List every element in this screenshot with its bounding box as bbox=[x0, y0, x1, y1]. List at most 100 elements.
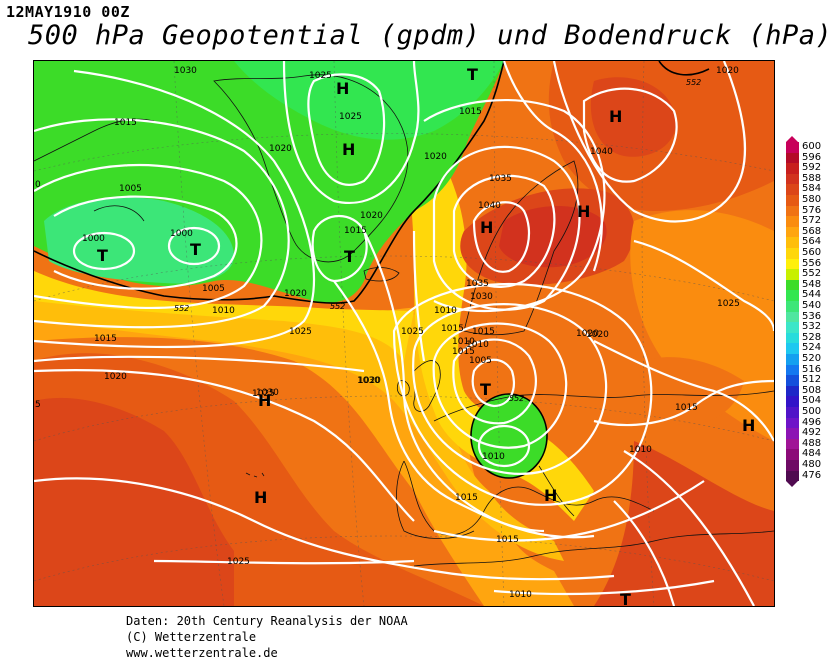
high-marker: H bbox=[254, 488, 267, 507]
isobar-label: 1010 bbox=[452, 337, 475, 347]
low-marker: T bbox=[190, 240, 201, 259]
legend-label: 556 bbox=[802, 257, 822, 269]
isobar-label: 1010 bbox=[434, 306, 457, 316]
isobar-label: 1030 bbox=[357, 376, 380, 386]
legend-swatch bbox=[786, 311, 799, 323]
isobar-label: 1020 bbox=[269, 144, 292, 154]
legend-label: 564 bbox=[802, 236, 822, 248]
legend-swatch bbox=[786, 470, 799, 482]
gpdm-label: 552 bbox=[686, 78, 701, 87]
legend-label: 520 bbox=[802, 353, 822, 364]
legend-swatch bbox=[786, 152, 799, 164]
high-marker: H bbox=[258, 391, 271, 410]
legend-label: 600 bbox=[802, 141, 822, 152]
legend-swatch bbox=[786, 195, 799, 206]
edge-labels: 0 5 bbox=[35, 180, 41, 410]
credits-data-source: Daten: 20th Century Reanalysis der NOAA bbox=[126, 614, 408, 628]
legend-swatch bbox=[786, 407, 799, 418]
legend-row: 520 bbox=[786, 353, 826, 365]
legend-label: 480 bbox=[802, 459, 822, 470]
isobar-label: 1005 bbox=[469, 356, 492, 366]
isobar-label: 1005 bbox=[202, 284, 225, 294]
legend-row: 600 bbox=[786, 141, 826, 153]
legend-label: 540 bbox=[802, 300, 822, 311]
legend-label: 532 bbox=[802, 321, 822, 333]
legend-row: 488 bbox=[786, 437, 826, 450]
legend-row: 592 bbox=[786, 162, 826, 174]
legend-row: 588 bbox=[786, 173, 826, 185]
legend-row: 492 bbox=[786, 427, 826, 439]
legend-swatch bbox=[786, 258, 799, 270]
legend-label: 500 bbox=[802, 406, 822, 417]
isobar-label: 1020 bbox=[360, 211, 383, 221]
isobar-label: 1000 bbox=[170, 229, 193, 239]
legend-swatch bbox=[786, 142, 799, 153]
legend-label: 544 bbox=[802, 289, 822, 301]
legend-swatch bbox=[786, 322, 799, 333]
low-marker: T bbox=[480, 380, 491, 399]
isobar-label: 1020 bbox=[358, 376, 381, 386]
legend-swatch bbox=[786, 449, 799, 460]
legend-label: 488 bbox=[802, 437, 822, 449]
isobar-label: 1030 bbox=[256, 388, 279, 398]
isobar-label: 1020 bbox=[104, 372, 127, 382]
isobar-label: 1020 bbox=[284, 289, 307, 299]
isobar-label: 1035 bbox=[466, 279, 489, 289]
isobar-label: 1010 bbox=[509, 590, 532, 600]
legend-swatch bbox=[786, 216, 799, 227]
legend-row: 556 bbox=[786, 257, 826, 270]
legend-swatch bbox=[786, 184, 799, 195]
gpdm-contour bbox=[34, 61, 710, 479]
legend-row: 516 bbox=[786, 363, 826, 376]
isobar-label: 1015 bbox=[441, 324, 464, 334]
isobar-label: 1015 bbox=[675, 403, 698, 413]
grid-lines bbox=[34, 61, 774, 606]
legend-swatch bbox=[786, 364, 799, 376]
high-marker: H bbox=[544, 486, 557, 505]
legend-label: 512 bbox=[802, 374, 822, 386]
legend-label: 536 bbox=[802, 310, 822, 322]
legend-swatch bbox=[786, 205, 799, 217]
legend-label: 524 bbox=[802, 342, 822, 354]
legend-label: 476 bbox=[802, 469, 822, 481]
legend-swatch bbox=[786, 237, 799, 248]
legend-swatch bbox=[786, 301, 799, 312]
edge-label: 5 bbox=[35, 400, 41, 410]
coastlines bbox=[34, 74, 774, 567]
legend-row: 540 bbox=[786, 300, 826, 312]
isobar-label: 1025 bbox=[252, 389, 275, 399]
low-marker: T bbox=[467, 65, 478, 84]
legend-row: 580 bbox=[786, 194, 826, 206]
date-label: 12MAY1910 00Z bbox=[6, 3, 130, 21]
high-marker: H bbox=[480, 218, 493, 237]
isobar-label: 1025 bbox=[227, 557, 250, 567]
legend-label: 572 bbox=[802, 215, 822, 227]
legend-swatch bbox=[786, 173, 799, 185]
legend-row: 480 bbox=[786, 459, 826, 471]
legend-swatch bbox=[786, 226, 799, 238]
gpdm-label: 552 bbox=[174, 304, 189, 313]
legend-row: 532 bbox=[786, 321, 826, 333]
pressure-systems: T H H T T T H H H T H H H T H bbox=[97, 65, 755, 606]
isobar-label: 1025 bbox=[309, 71, 332, 81]
isobar-label: 1015 bbox=[344, 226, 367, 236]
legend-label: 484 bbox=[802, 448, 822, 460]
legend-row: 528 bbox=[786, 332, 826, 344]
cutoff-low-area bbox=[471, 394, 547, 478]
isobar-label: 1025 bbox=[339, 112, 362, 122]
legend-label: 492 bbox=[802, 427, 822, 439]
isobar-label: 1030 bbox=[174, 66, 197, 76]
legend-label: 592 bbox=[802, 162, 822, 174]
legend-label: 516 bbox=[802, 363, 822, 375]
legend-label: 560 bbox=[802, 247, 822, 258]
legend-swatch bbox=[786, 375, 799, 386]
legend-swatch bbox=[786, 163, 799, 174]
edge-label: 0 bbox=[35, 180, 41, 190]
credits-website: www.wetterzentrale.de bbox=[126, 646, 278, 660]
legend-row: 536 bbox=[786, 310, 826, 323]
isobar-label: 1015 bbox=[496, 535, 519, 545]
legend-row: 496 bbox=[786, 417, 826, 429]
isobars bbox=[34, 61, 774, 606]
legend-label: 596 bbox=[802, 151, 822, 163]
isobar-label: 1025 bbox=[401, 327, 424, 337]
